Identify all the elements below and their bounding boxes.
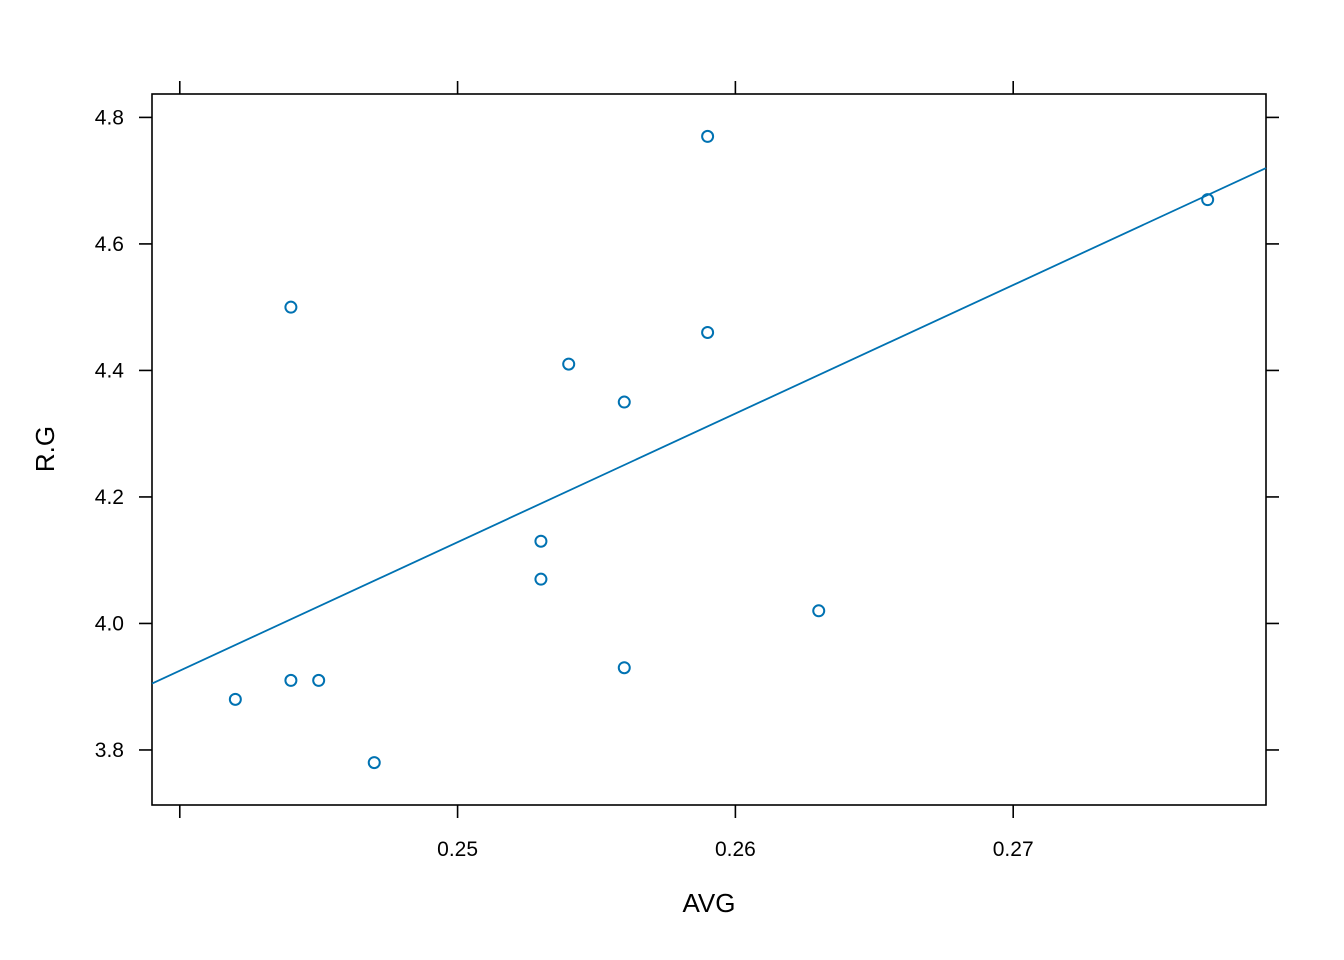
data-point bbox=[367, 756, 381, 770]
data-point bbox=[228, 692, 242, 706]
data-points bbox=[228, 129, 1215, 770]
axis-ticks bbox=[139, 81, 1279, 818]
y-tick-label: 4.2 bbox=[95, 486, 124, 509]
data-point bbox=[701, 325, 715, 339]
x-tick-label: 0.27 bbox=[993, 838, 1034, 861]
y-tick-label: 3.8 bbox=[95, 739, 124, 762]
data-point bbox=[812, 604, 826, 618]
x-tick-labels: 0.25 0.26 0.27 bbox=[437, 838, 1033, 861]
data-point bbox=[312, 673, 326, 687]
data-point bbox=[1201, 193, 1215, 207]
y-tick-label: 4.8 bbox=[95, 106, 124, 129]
data-point bbox=[617, 661, 631, 675]
regression-line bbox=[151, 167, 1267, 685]
data-point bbox=[534, 534, 548, 548]
data-point bbox=[701, 129, 715, 143]
y-tick-labels: 3.8 4.0 4.2 4.4 4.6 4.8 bbox=[95, 106, 125, 762]
data-point bbox=[562, 357, 576, 371]
y-tick-label: 4.4 bbox=[95, 359, 125, 382]
data-point bbox=[284, 300, 298, 314]
data-point bbox=[534, 572, 548, 586]
x-tick-label: 0.25 bbox=[437, 838, 478, 861]
data-point bbox=[617, 395, 631, 409]
data-point bbox=[284, 673, 298, 687]
plot-frame bbox=[151, 93, 1267, 806]
y-tick-label: 4.6 bbox=[95, 233, 124, 256]
x-tick-label: 0.26 bbox=[715, 838, 756, 861]
y-axis-title: R.G bbox=[30, 426, 60, 472]
x-axis-title: AVG bbox=[683, 888, 736, 918]
y-tick-label: 4.0 bbox=[95, 612, 124, 635]
